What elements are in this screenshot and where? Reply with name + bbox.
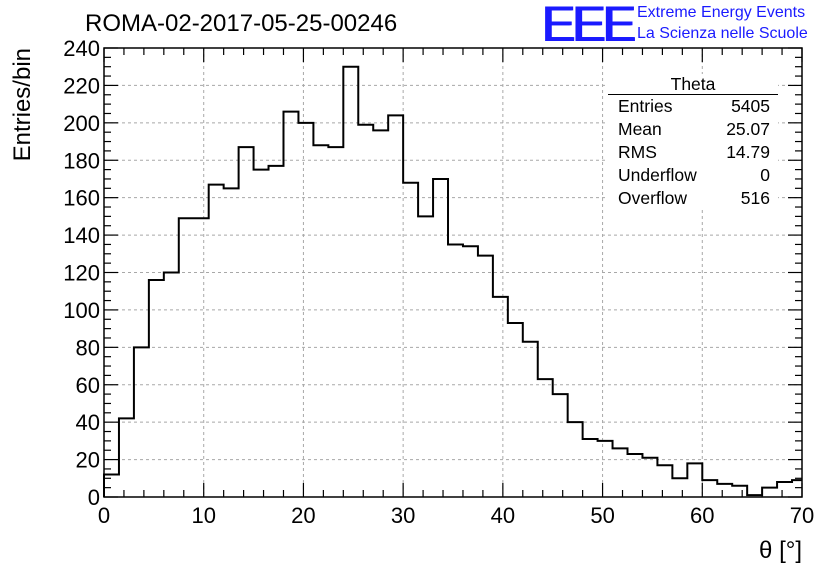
x-axis-label: θ [°] xyxy=(759,537,802,564)
histogram-bin xyxy=(418,216,433,497)
y-tick-label: 200 xyxy=(63,111,100,136)
stats-value: 14.79 xyxy=(726,142,770,162)
y-tick-label: 120 xyxy=(63,261,100,286)
histogram-bin xyxy=(239,147,254,497)
histogram-bin xyxy=(254,170,269,497)
histogram-bin xyxy=(283,112,298,497)
histogram-bin xyxy=(598,441,613,497)
histogram-bin xyxy=(179,218,194,497)
stats-row-rms: RMS 14.79 xyxy=(608,141,778,164)
stats-label: RMS xyxy=(618,142,657,162)
x-tick-labels: 0 10 20 30 40 50 60 70 xyxy=(98,503,814,528)
histogram-bin xyxy=(583,439,598,497)
histogram-bin xyxy=(702,480,717,497)
y-tick-label: 160 xyxy=(63,186,100,211)
histogram-bin xyxy=(149,280,164,497)
y-tick-labels: 0 20 40 60 80 100 120 140 160 180 200 220 240 xyxy=(63,36,100,510)
x-tick-label: 70 xyxy=(790,503,814,528)
histogram-outline xyxy=(103,65,802,497)
y-tick-label: 140 xyxy=(63,223,100,248)
stats-label: Overflow xyxy=(618,188,688,208)
stats-row-underflow: Underflow 0 xyxy=(608,164,778,187)
histogram-bin xyxy=(194,218,209,497)
logo-caption: Extreme Energy Events La Scienza nelle S… xyxy=(637,2,808,44)
stats-value: 5405 xyxy=(731,96,770,116)
y-tick-label: 180 xyxy=(63,148,100,173)
histogram-bin xyxy=(777,482,792,497)
histogram-bin xyxy=(538,379,553,497)
histogram-bars xyxy=(103,65,802,497)
histogram-bin xyxy=(388,115,403,497)
stats-box-title: Theta xyxy=(608,74,778,95)
y-tick-label: 20 xyxy=(76,448,100,473)
histogram-bin xyxy=(298,123,313,497)
logo-caption-line2: La Scienza nelle Scuole xyxy=(637,25,808,42)
stats-value: 25.07 xyxy=(726,119,770,139)
y-tick-label: 40 xyxy=(76,410,100,435)
y-tick-label: 240 xyxy=(63,36,100,61)
histogram-bin xyxy=(672,478,687,497)
histogram-bin xyxy=(732,486,747,497)
histogram-bin xyxy=(478,256,493,497)
logo-caption-line1: Extreme Energy Events xyxy=(637,4,806,21)
histogram-bin xyxy=(373,130,388,497)
histogram-bin xyxy=(553,394,568,497)
axis-ticks xyxy=(103,47,803,498)
x-tick-label: 30 xyxy=(391,503,415,528)
x-tick-label: 60 xyxy=(690,503,714,528)
plot-title: ROMA-02-2017-05-25-00246 xyxy=(85,10,398,37)
histogram-bin xyxy=(792,480,802,497)
histogram-bin xyxy=(343,67,358,497)
stats-label: Mean xyxy=(618,119,662,139)
stats-label: Underflow xyxy=(618,165,697,185)
histogram-bin xyxy=(119,418,134,497)
histogram-bin xyxy=(209,185,224,497)
histogram-bin xyxy=(328,147,343,497)
stats-row-entries: Entries 5405 xyxy=(608,95,778,118)
x-tick-label: 50 xyxy=(590,503,614,528)
stats-value: 516 xyxy=(740,188,770,208)
histogram-bin xyxy=(403,183,418,497)
histogram-bin xyxy=(642,458,657,497)
x-tick-label: 0 xyxy=(98,503,110,528)
x-tick-label: 40 xyxy=(491,503,515,528)
stats-value: 0 xyxy=(760,165,770,185)
x-tick-label: 20 xyxy=(291,503,315,528)
histogram-bin xyxy=(508,323,523,497)
stats-box: Theta Entries 5405 Mean 25.07 RMS 14.79 … xyxy=(608,74,778,210)
y-tick-label: 80 xyxy=(76,335,100,360)
stats-label: Entries xyxy=(618,96,673,116)
histogram-bin xyxy=(687,463,702,497)
histogram-bin xyxy=(493,297,508,497)
stats-row-overflow: Overflow 516 xyxy=(608,187,778,210)
histogram-bin xyxy=(717,484,732,497)
y-tick-label: 220 xyxy=(63,73,100,98)
histogram-bin xyxy=(613,448,628,497)
y-tick-label: 0 xyxy=(88,485,100,510)
histogram-bin xyxy=(433,179,448,497)
histogram-bin xyxy=(523,342,538,497)
y-tick-label: 100 xyxy=(63,298,100,323)
eee-logo: EEE xyxy=(542,0,636,52)
stats-row-mean: Mean 25.07 xyxy=(608,118,778,141)
x-tick-label: 10 xyxy=(191,503,215,528)
y-axis-label: Entries/bin xyxy=(9,48,36,161)
histogram-bin xyxy=(269,166,284,497)
y-tick-label: 60 xyxy=(76,373,100,398)
histogram-bin xyxy=(628,454,643,497)
histogram-bin xyxy=(657,465,672,497)
histogram-bin xyxy=(358,125,373,497)
histogram-bin xyxy=(762,488,777,497)
